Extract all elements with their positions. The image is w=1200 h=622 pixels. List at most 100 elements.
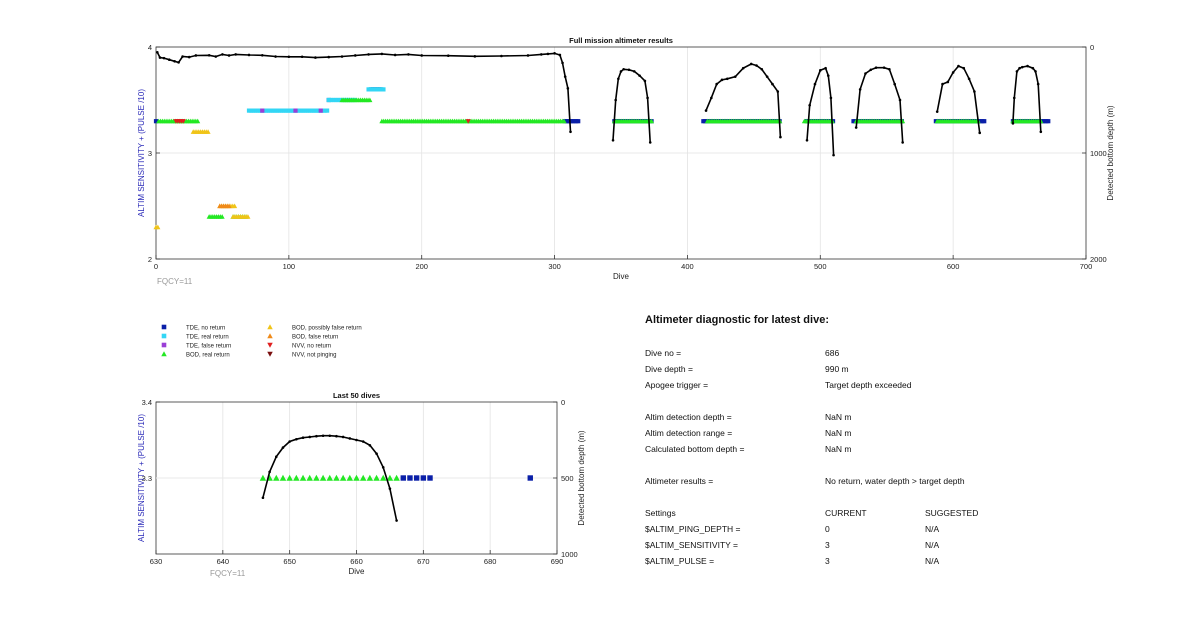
diagnostic-label: Dive no = <box>645 348 682 358</box>
square-marker <box>293 108 298 113</box>
bottom-depth-point <box>227 54 231 57</box>
bottom-depth-point <box>162 56 166 60</box>
triangle-marker <box>393 474 400 481</box>
legend-item: BOD, possibly false return <box>267 324 362 332</box>
square-marker <box>400 475 406 481</box>
square-marker <box>325 108 330 113</box>
bottom-depth-point <box>765 75 769 78</box>
bottom-depth-point <box>156 51 159 54</box>
bottom-depth-line <box>855 66 904 143</box>
legend-label: BOD, false return <box>292 335 338 341</box>
square-marker <box>982 119 987 124</box>
square-marker <box>153 119 159 124</box>
x-tick-label: 200 <box>415 262 428 271</box>
triangle-marker <box>259 474 267 481</box>
x-axis-label: Dive <box>613 272 630 281</box>
bottom-depth-point <box>638 74 641 77</box>
square-marker <box>318 108 323 113</box>
square-marker <box>381 87 386 92</box>
bottom-depth-point <box>805 138 809 142</box>
setting-name: $ALTIM_PULSE = <box>645 556 715 566</box>
bottom-depth-point <box>1011 122 1015 125</box>
bottom-depth-point <box>622 67 625 71</box>
y2-tick-label: 500 <box>561 474 574 483</box>
x-tick-label: 680 <box>484 557 497 566</box>
x-tick-label: 670 <box>417 557 430 566</box>
bottom-depth-point <box>854 126 858 129</box>
bottom-depth-point <box>882 66 886 69</box>
bottom-depth-point <box>1039 130 1043 134</box>
settings-header-label: Settings <box>645 508 676 518</box>
bottom-depth-point <box>553 52 556 55</box>
diagnostic-value: Target depth exceeded <box>825 380 912 390</box>
legend-label: TDE, real return <box>186 335 229 341</box>
bottom-depth-point <box>328 434 332 438</box>
bottom-depth-point <box>526 54 530 57</box>
setting-name: $ALTIM_PING_DEPTH = <box>645 524 741 534</box>
square-marker <box>161 324 167 330</box>
triangle-marker <box>319 474 327 481</box>
bottom-depth-point <box>158 56 162 59</box>
triangle-marker <box>306 474 313 481</box>
bottom-depth-point <box>381 466 385 469</box>
bottom-depth-point <box>367 53 370 56</box>
triangle-marker <box>299 474 307 481</box>
bottom-depth-point <box>643 79 647 83</box>
bottom-depth-point <box>274 55 277 58</box>
bottom-depth-point <box>611 138 615 142</box>
bottom-depth-point <box>832 153 835 157</box>
bottom-depth-point <box>380 52 384 56</box>
bottom-depth-point <box>194 54 198 57</box>
triangle-marker <box>155 224 161 230</box>
x-tick-label: 690 <box>551 557 564 566</box>
bottom-depth-point <box>874 66 878 69</box>
bottom-depth-point <box>957 64 960 68</box>
y-tick-label: 3.3 <box>142 474 152 483</box>
triangle-marker <box>267 333 273 339</box>
bottom-depth-point <box>646 96 649 100</box>
bottom-depth-point <box>627 68 631 72</box>
bottom-depth-point <box>335 434 338 438</box>
y2-tick-label: 0 <box>561 398 565 407</box>
square-marker <box>576 119 581 124</box>
square-marker <box>413 475 420 481</box>
bottom-depth-point <box>473 55 477 58</box>
bottom-depth-point <box>234 53 238 56</box>
settings-header-suggested: SUGGESTED <box>925 508 979 518</box>
triangle-marker <box>333 474 340 481</box>
x-tick-label: 100 <box>283 262 296 271</box>
bottom-depth-point <box>733 75 737 78</box>
square-marker <box>161 342 167 348</box>
chart-title: Full mission altimeter results <box>569 36 673 45</box>
bottom-depth-line <box>806 67 835 156</box>
y-axis-label: ALTIM SENSITIVITY + (PULSE /10) <box>137 414 146 542</box>
bottom-depth-point <box>348 437 352 440</box>
y2-axis-label: Detected bottom depth (m) <box>577 430 586 525</box>
bottom-depth-point <box>539 53 543 56</box>
square-marker <box>1046 119 1051 124</box>
y2-tick-label: 1000 <box>561 550 578 559</box>
bottom-depth-point <box>181 55 184 58</box>
bottom-depth-point <box>755 64 758 67</box>
triangle-marker <box>286 474 293 481</box>
square-marker <box>407 475 413 481</box>
bottom-depth-point <box>779 135 782 139</box>
bottom-depth-point <box>368 444 372 447</box>
bottom-depth-point <box>1034 70 1037 73</box>
triangle-down-marker <box>180 119 186 124</box>
bottom-depth-point <box>214 55 218 58</box>
bottom-depth-point <box>614 98 617 102</box>
triangle-marker <box>561 118 567 124</box>
bottom-depth-point <box>566 87 570 90</box>
x-tick-label: 700 <box>1080 262 1093 271</box>
legend-label: NVV, not pinging <box>292 353 336 359</box>
bottom-depth-point <box>962 66 966 70</box>
bottom-depth-point <box>776 90 780 93</box>
triangle-marker <box>267 324 273 330</box>
bottom-depth-point <box>563 75 567 78</box>
x-tick-label: 600 <box>947 262 960 271</box>
series-group <box>400 475 533 481</box>
square-marker <box>161 333 167 339</box>
triangle-marker <box>232 203 238 209</box>
